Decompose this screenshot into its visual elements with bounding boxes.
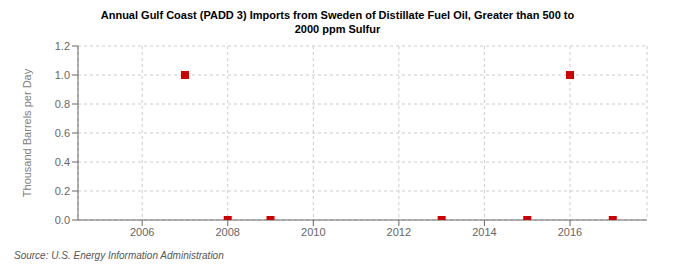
- html-text:Source: U.S. Energy Informatio: Source: U.S. Energy Information Administ…: [14, 250, 224, 261]
- svg-text:0.6: 0.6: [55, 127, 70, 139]
- svg-text:2016: 2016: [558, 226, 582, 238]
- html-text:Annual Gulf Coast (PADD 3) Imp: Annual Gulf Coast (PADD 3) Imports from …: [100, 9, 575, 21]
- svg-text:0.4: 0.4: [55, 156, 70, 168]
- svg-text:2008: 2008: [215, 226, 239, 238]
- svg-text:2014: 2014: [472, 226, 496, 238]
- svg-text:0.2: 0.2: [55, 185, 70, 197]
- html-text:2000 ppm Sulfur: 2000 ppm Sulfur: [294, 23, 381, 35]
- svg-text:0.0: 0.0: [55, 214, 70, 226]
- svg-text:1.2: 1.2: [55, 40, 70, 52]
- svg-text:0.8: 0.8: [55, 98, 70, 110]
- svg-text:1.0: 1.0: [55, 69, 70, 81]
- svg-text:2010: 2010: [301, 226, 325, 238]
- svg-text:Thousand Barrels per Day: Thousand Barrels per Day: [21, 68, 33, 197]
- svg-text:2012: 2012: [387, 226, 411, 238]
- svg-text:2006: 2006: [130, 226, 154, 238]
